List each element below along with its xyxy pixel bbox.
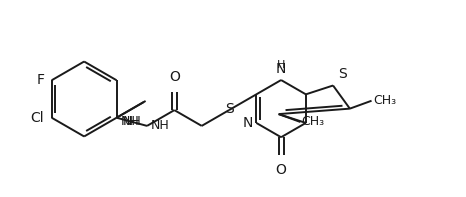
Text: CH₃: CH₃ (373, 94, 396, 107)
Text: N: N (243, 116, 254, 130)
Text: O: O (276, 163, 287, 177)
Text: N: N (276, 62, 286, 76)
Text: S: S (225, 102, 233, 116)
Text: H: H (277, 60, 285, 70)
Text: CH₃: CH₃ (302, 115, 325, 128)
Text: F: F (37, 73, 45, 87)
Text: NH: NH (123, 115, 142, 128)
Text: S: S (338, 67, 347, 81)
Text: NH: NH (121, 115, 139, 128)
Text: O: O (169, 71, 180, 85)
Text: Cl: Cl (30, 111, 44, 125)
Text: NH: NH (151, 119, 170, 132)
